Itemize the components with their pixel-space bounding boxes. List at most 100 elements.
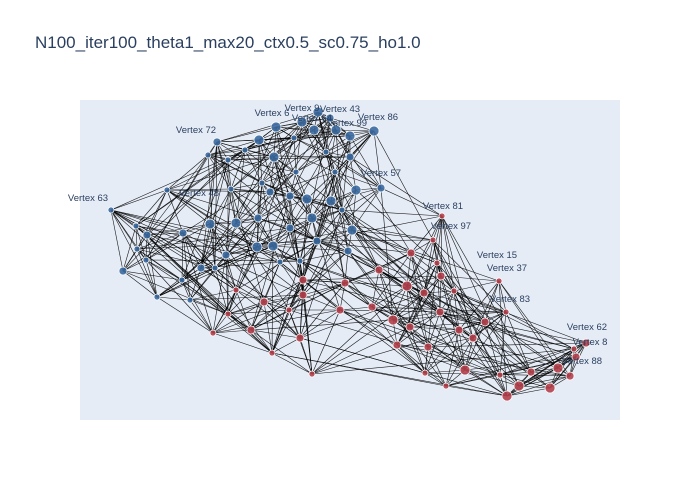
- vertex-node[interactable]: [142, 230, 152, 240]
- vertex-node[interactable]: [344, 130, 356, 142]
- vertex-node[interactable]: [406, 248, 416, 258]
- vertex-node[interactable]: [265, 187, 275, 197]
- vertex-node[interactable]: [268, 349, 276, 357]
- vertex-node[interactable]: [268, 151, 280, 163]
- vertex-node[interactable]: [405, 322, 415, 332]
- vertex-node[interactable]: [433, 259, 441, 267]
- vertex-node[interactable]: [209, 329, 217, 337]
- vertex-node[interactable]: [322, 148, 330, 156]
- vertex-node[interactable]: [438, 212, 446, 220]
- vertex-node[interactable]: [340, 278, 350, 288]
- vertex-node[interactable]: [338, 206, 346, 214]
- vertex-node[interactable]: [343, 246, 353, 256]
- vertex-node[interactable]: [296, 116, 308, 128]
- vertex-node[interactable]: [570, 345, 578, 353]
- vertex-node[interactable]: [421, 369, 429, 377]
- vertex-node[interactable]: [350, 184, 362, 196]
- vertex-node[interactable]: [227, 185, 235, 193]
- vertex-node[interactable]: [270, 121, 282, 133]
- vertex-node[interactable]: [308, 124, 320, 136]
- vertex-node[interactable]: [295, 333, 305, 343]
- vertex-node[interactable]: [526, 367, 536, 377]
- vertex-node[interactable]: [392, 340, 402, 350]
- vertex-node[interactable]: [367, 302, 377, 312]
- vertex-node[interactable]: [246, 325, 256, 335]
- vertex-node[interactable]: [368, 125, 380, 137]
- vertex-node[interactable]: [387, 314, 399, 326]
- vertex-node[interactable]: [346, 224, 358, 236]
- vertex-node[interactable]: [459, 364, 471, 376]
- vertex-node[interactable]: [312, 236, 322, 246]
- vertex-node[interactable]: [285, 306, 293, 314]
- vertex-node[interactable]: [292, 168, 300, 176]
- vertex-node[interactable]: [312, 106, 324, 118]
- vertex-node[interactable]: [495, 277, 503, 285]
- vertex-node[interactable]: [285, 191, 295, 201]
- vertex-node[interactable]: [330, 124, 342, 136]
- vertex-node[interactable]: [224, 310, 232, 318]
- vertex-node[interactable]: [132, 222, 140, 230]
- vertex-node[interactable]: [552, 362, 564, 374]
- vertex-node[interactable]: [204, 218, 216, 230]
- vertex-node[interactable]: [251, 241, 263, 253]
- vertex-node[interactable]: [571, 352, 581, 362]
- vertex-node[interactable]: [325, 195, 337, 207]
- vertex-node[interactable]: [133, 245, 141, 253]
- vertex-node[interactable]: [436, 271, 446, 281]
- vertex-node[interactable]: [253, 134, 265, 146]
- vertex-node[interactable]: [331, 168, 339, 176]
- vertex-node[interactable]: [442, 382, 450, 390]
- vertex-node[interactable]: [163, 186, 171, 194]
- vertex-node[interactable]: [276, 258, 284, 266]
- vertex-node[interactable]: [565, 371, 575, 381]
- vertex-node[interactable]: [290, 134, 298, 142]
- vertex-node[interactable]: [450, 287, 458, 295]
- vertex-node[interactable]: [298, 290, 308, 300]
- vertex-node[interactable]: [211, 264, 219, 272]
- vertex-node[interactable]: [186, 296, 194, 304]
- vertex-node[interactable]: [502, 308, 510, 316]
- vertex-node[interactable]: [376, 183, 386, 193]
- vertex-node[interactable]: [232, 286, 240, 294]
- vertex-node[interactable]: [259, 297, 269, 307]
- vertex-node[interactable]: [118, 266, 128, 276]
- vertex-node[interactable]: [178, 228, 188, 238]
- vertex-node[interactable]: [423, 342, 433, 352]
- vertex-node[interactable]: [298, 275, 308, 285]
- vertex-node[interactable]: [401, 280, 413, 292]
- vertex-node[interactable]: [196, 263, 206, 273]
- vertex-node[interactable]: [301, 193, 313, 205]
- vertex-node[interactable]: [454, 325, 464, 335]
- vertex-node[interactable]: [345, 152, 355, 162]
- vertex-node[interactable]: [335, 305, 345, 315]
- vertex-node[interactable]: [178, 276, 186, 284]
- vertex-node[interactable]: [142, 256, 150, 264]
- vertex-node[interactable]: [241, 146, 249, 154]
- vertex-node[interactable]: [204, 151, 212, 159]
- vertex-node[interactable]: [296, 257, 304, 265]
- vertex-node[interactable]: [513, 380, 525, 392]
- vertex-node[interactable]: [267, 240, 279, 252]
- vertex-node[interactable]: [212, 137, 222, 147]
- vertex-node[interactable]: [480, 317, 490, 327]
- vertex-node[interactable]: [230, 217, 242, 229]
- vertex-node[interactable]: [308, 370, 316, 378]
- vertex-node[interactable]: [496, 371, 504, 379]
- vertex-node[interactable]: [107, 206, 115, 214]
- vertex-node[interactable]: [306, 212, 318, 224]
- vertex-node[interactable]: [581, 338, 591, 348]
- vertex-node[interactable]: [253, 213, 263, 223]
- vertex-node[interactable]: [419, 288, 429, 298]
- vertex-node[interactable]: [224, 156, 232, 164]
- vertex-node[interactable]: [153, 293, 161, 301]
- vertex-node[interactable]: [544, 382, 556, 394]
- vertex-node[interactable]: [325, 113, 335, 123]
- vertex-node[interactable]: [258, 179, 266, 187]
- vertex-node[interactable]: [374, 265, 384, 275]
- vertex-node[interactable]: [435, 307, 445, 317]
- vertex-node[interactable]: [221, 250, 231, 260]
- vertex-node[interactable]: [429, 236, 437, 244]
- vertex-node[interactable]: [468, 333, 478, 343]
- vertex-node[interactable]: [501, 390, 513, 402]
- vertex-node[interactable]: [285, 223, 295, 233]
